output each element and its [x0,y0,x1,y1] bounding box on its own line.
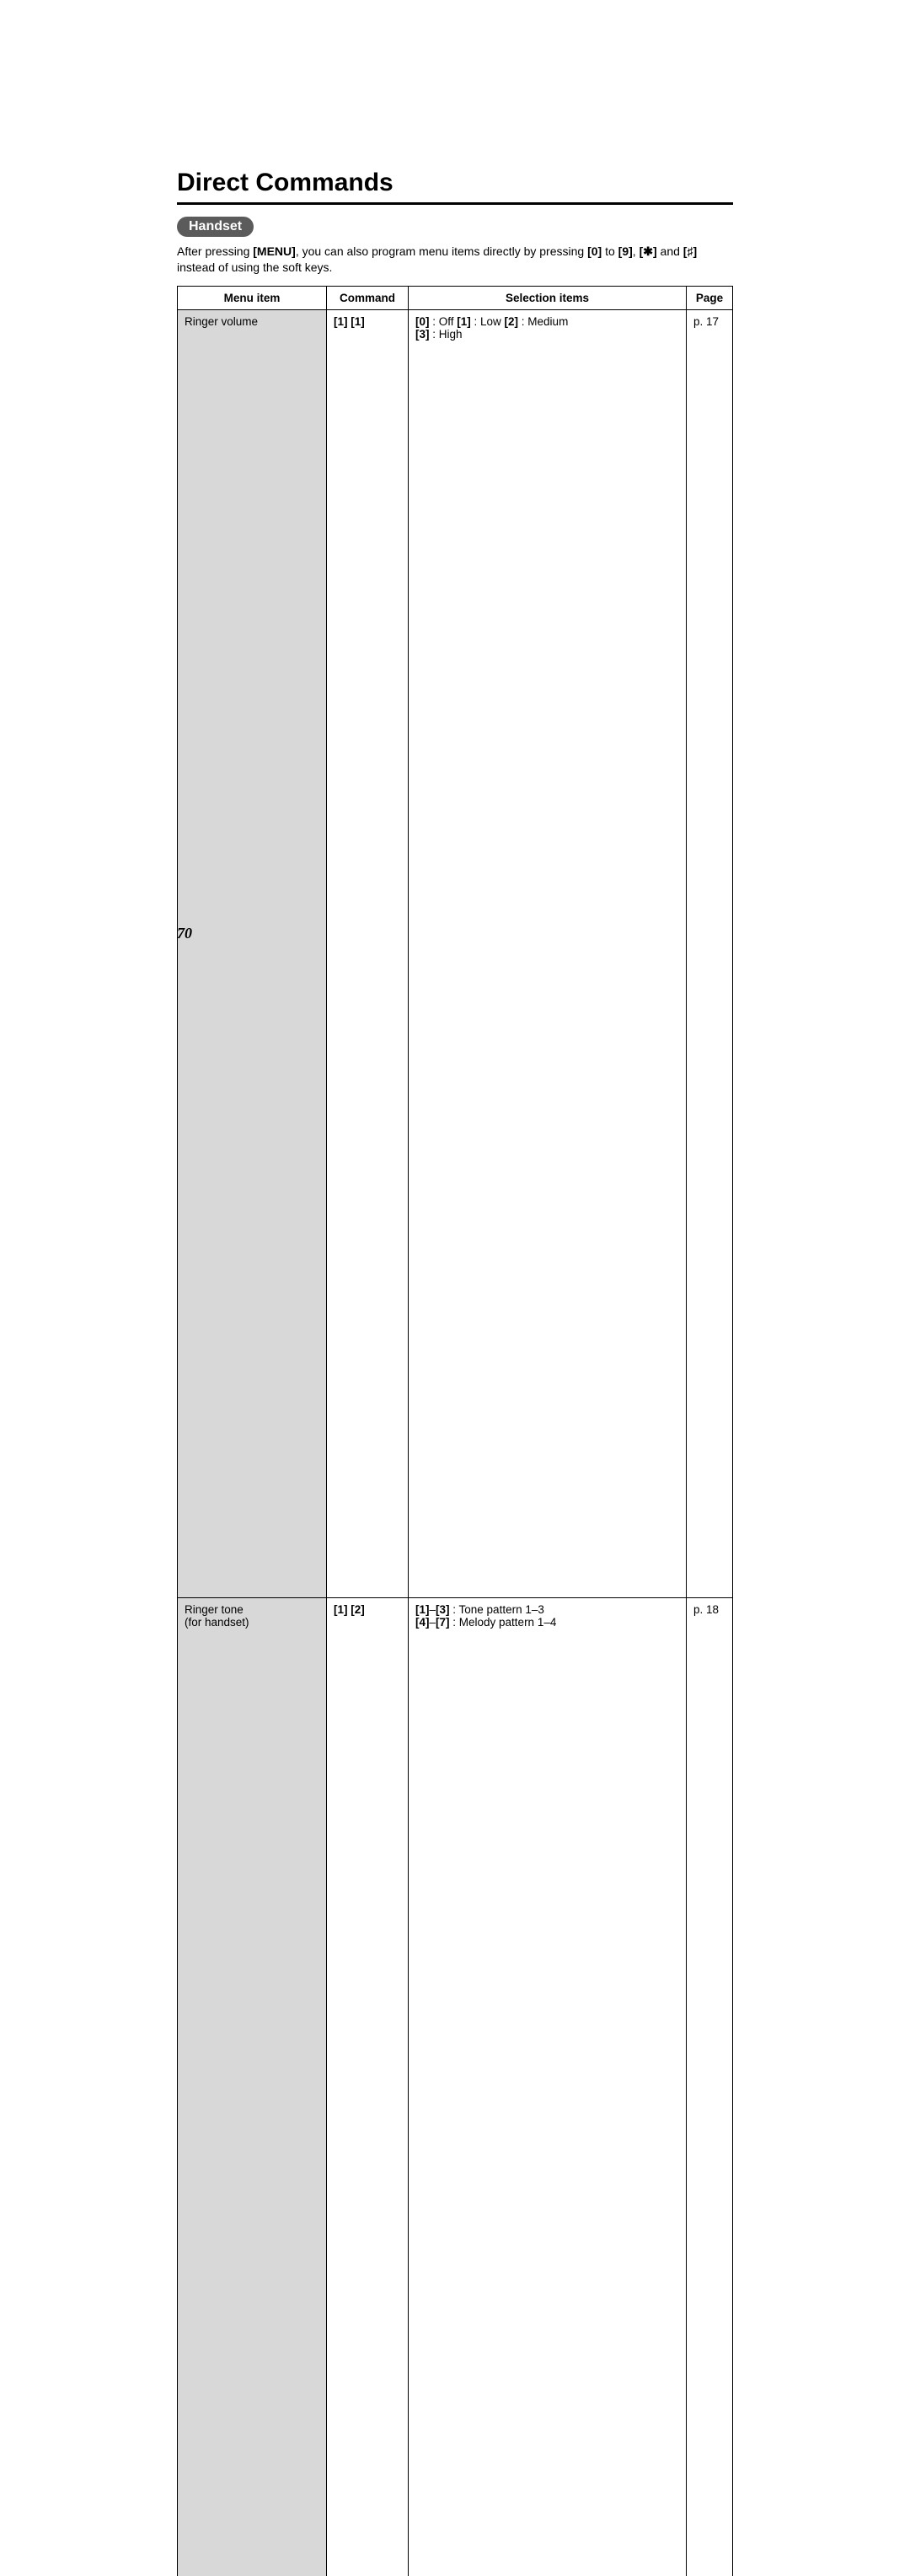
page-title: Direct Commands [177,169,733,197]
table-header-row: Menu item Command Selection items Page [178,286,733,309]
col-command: Command [327,286,409,309]
intro-key: [MENU] [253,244,296,258]
section-pill: Handset [177,217,254,237]
intro-paragraph: After pressing [MENU], you can also prog… [177,244,733,276]
intro-text: and [657,244,683,258]
intro-text: instead of using the soft keys. [177,260,332,274]
intro-text: to [602,244,618,258]
page-ref-cell: p. 17 [687,309,733,1597]
intro-key: [♯] [683,244,697,258]
intro-key: [0] [587,244,602,258]
menu-item-cell: Ringer volume [178,309,327,1597]
selection-cell: [0] : Off [1] : Low [2] : Medium[3] : Hi… [409,309,687,1597]
selection-cell: [1]–[3] : Tone pattern 1–3[4]–[7] : Melo… [409,1597,687,2576]
intro-text: After pressing [177,244,253,258]
col-menu-item: Menu item [178,286,327,309]
table-body: Ringer volume[1] [1][0] : Off [1] : Low … [178,309,733,2576]
manual-page: Direct Commands Handset After pressing [… [0,0,910,1288]
intro-text: , you can also program menu items direct… [296,244,587,258]
page-ref-cell: p. 18 [687,1597,733,2576]
page-number: 70 [177,925,192,942]
table-row: Ringer tone(for handset)[1] [2][1]–[3] :… [178,1597,733,2576]
col-selection: Selection items [409,286,687,309]
command-cell: [1] [1] [327,309,409,1597]
commands-table: Menu item Command Selection items Page R… [177,286,733,2576]
command-cell: [1] [2] [327,1597,409,2576]
table-row: Ringer volume[1] [1][0] : Off [1] : Low … [178,309,733,1597]
col-page: Page [687,286,733,309]
intro-key: [✱] [640,244,657,258]
title-rule [177,202,733,205]
menu-item-cell: Ringer tone(for handset) [178,1597,327,2576]
intro-text: , [633,244,640,258]
intro-key: [9] [618,244,633,258]
